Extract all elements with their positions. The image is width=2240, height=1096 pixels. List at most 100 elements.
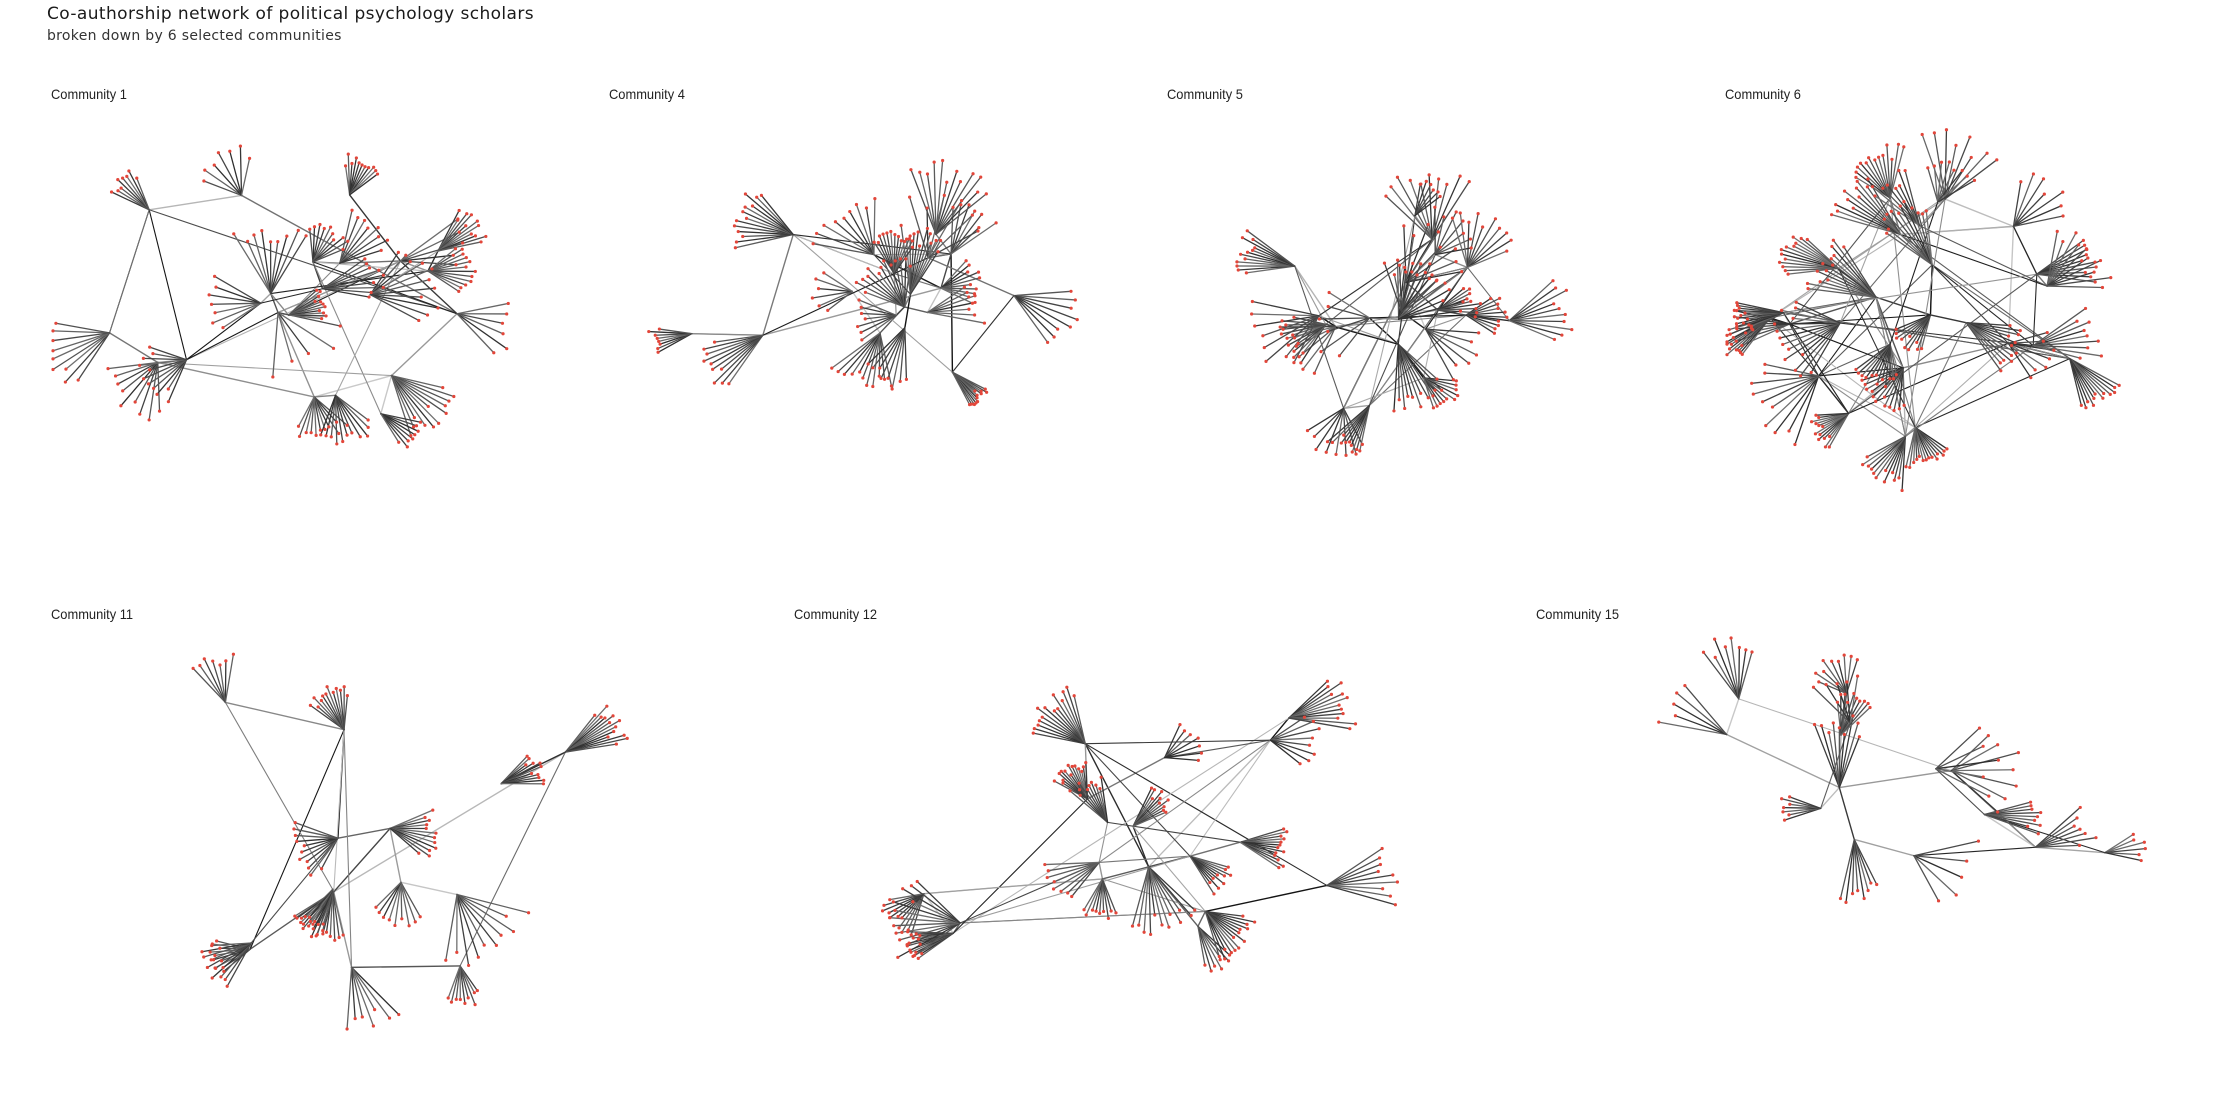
node xyxy=(889,263,893,267)
node xyxy=(741,210,745,214)
node xyxy=(499,933,503,937)
edge xyxy=(1730,637,1740,700)
node xyxy=(318,300,323,304)
edge xyxy=(935,173,974,236)
edge xyxy=(1818,375,1916,428)
node xyxy=(859,305,863,310)
node xyxy=(1885,231,1889,235)
node xyxy=(1467,179,1471,184)
edge xyxy=(1832,722,1840,789)
edge xyxy=(1935,768,1984,778)
edge xyxy=(456,313,508,350)
edge xyxy=(1818,264,1933,377)
node xyxy=(1987,794,1991,798)
node xyxy=(1442,399,1446,404)
edge xyxy=(313,396,326,431)
edge xyxy=(1148,866,1156,916)
node xyxy=(900,916,904,920)
node xyxy=(887,911,891,915)
edge xyxy=(378,881,402,914)
node xyxy=(2030,807,2034,811)
edge xyxy=(339,226,379,264)
node xyxy=(1467,361,1471,365)
node xyxy=(305,859,309,864)
node xyxy=(1780,797,1784,801)
node xyxy=(318,222,322,227)
community-label: Community 6 xyxy=(1725,86,1801,102)
node xyxy=(896,914,900,919)
node xyxy=(1829,257,1833,261)
network-graph xyxy=(191,652,629,1031)
edge xyxy=(2046,259,2102,287)
node xyxy=(2077,243,2081,247)
node xyxy=(1801,352,1805,357)
node xyxy=(1570,327,1574,332)
node xyxy=(1408,178,1412,183)
node xyxy=(854,202,859,207)
node xyxy=(1094,783,1098,787)
edge xyxy=(1776,322,1841,332)
node xyxy=(1821,658,1825,663)
edge xyxy=(1911,207,1933,266)
node xyxy=(1130,924,1135,928)
edge xyxy=(1414,183,1421,217)
node xyxy=(1355,447,1359,452)
node xyxy=(147,418,151,422)
edge xyxy=(343,729,353,968)
node xyxy=(1896,142,1901,146)
node xyxy=(1806,287,1810,291)
edge xyxy=(935,176,982,236)
node xyxy=(2061,214,2065,218)
edge xyxy=(1866,367,1904,390)
node xyxy=(898,379,902,384)
node xyxy=(1403,406,1407,411)
edge xyxy=(1204,910,1240,949)
node xyxy=(1059,769,1063,773)
node xyxy=(2072,824,2076,828)
edge xyxy=(214,302,262,314)
node xyxy=(973,209,977,213)
node xyxy=(1498,296,1502,300)
node xyxy=(1744,648,1748,652)
edge xyxy=(1431,180,1470,240)
node xyxy=(1830,659,1834,663)
node xyxy=(896,955,900,959)
edge xyxy=(2007,342,2051,360)
node xyxy=(501,332,505,336)
node xyxy=(51,367,55,372)
node xyxy=(138,363,142,367)
node xyxy=(1443,281,1447,285)
edge xyxy=(343,694,349,731)
node xyxy=(885,231,889,235)
node xyxy=(1866,177,1870,181)
node xyxy=(2108,392,2112,396)
node xyxy=(1084,761,1088,765)
node xyxy=(1985,151,1989,155)
node xyxy=(1783,257,1787,261)
node xyxy=(1166,798,1170,802)
node xyxy=(1779,252,1784,256)
node xyxy=(454,263,458,267)
node xyxy=(1814,413,1818,417)
edge xyxy=(903,293,911,308)
node xyxy=(1872,471,1876,475)
edge xyxy=(1815,412,1850,416)
edge xyxy=(1917,212,1933,266)
node xyxy=(1182,729,1187,733)
edge xyxy=(1397,289,1450,320)
edge xyxy=(1326,857,1381,887)
node xyxy=(1036,723,1040,727)
node xyxy=(1153,913,1157,917)
node xyxy=(1353,722,1358,726)
edge xyxy=(390,374,455,398)
node xyxy=(433,840,437,845)
node xyxy=(1339,441,1343,445)
node xyxy=(228,149,232,153)
node xyxy=(2018,329,2022,333)
edge xyxy=(940,260,967,289)
edge xyxy=(1368,254,1436,406)
node xyxy=(319,433,323,437)
node xyxy=(2082,328,2086,333)
node xyxy=(973,313,977,317)
node xyxy=(1084,913,1088,917)
